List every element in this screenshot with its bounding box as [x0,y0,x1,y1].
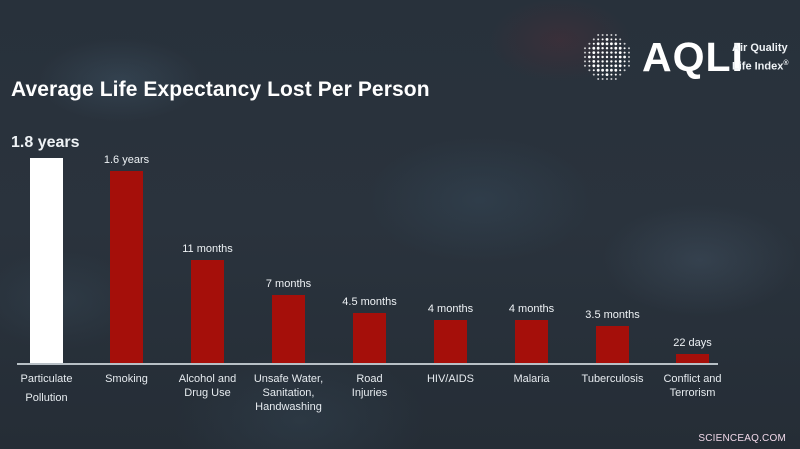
category-label: Road Injuries [351,373,388,399]
category-label: Tuberculosis [581,373,644,385]
bar-3 [272,295,305,363]
logo-subtitle-line2: Life Index® [732,60,789,73]
bar-0 [30,158,63,363]
bar-value-label: 1.6 years [103,154,150,166]
bar-2 [191,260,224,363]
bar-value-label: 3.5 months [585,309,640,321]
bar-7 [596,326,629,363]
category-label: Unsafe Water, Sanitation, Handwashing [253,373,324,413]
logo-subtitle-line1: Air Quality [732,42,788,54]
bar-4 [353,313,386,363]
bar-6 [515,320,548,363]
bar-value-label: 11 months [182,243,233,255]
bar-value-label: 4 months [427,303,474,315]
bar-1 [110,171,143,363]
bar-value-label: 7 months [265,278,312,290]
logo-subtitle: Air Quality Life Index® [732,41,789,75]
category-label: HIV/AIDS [426,373,475,385]
category-label: Smoking [105,373,148,385]
chart-title: Average Life Expectancy Lost Per Person [11,78,430,101]
bar-value-label: 1.8 years [11,134,80,151]
dotted-globe-icon [584,34,630,80]
x-axis-line [17,363,718,365]
watermark: SCIENCEAQ.COM [698,433,786,444]
bar-8 [676,354,709,363]
category-label: Particulate Pollution [20,373,73,404]
logo-wordmark: AQLI [642,34,744,80]
category-label: Alcohol and Drug Use [178,373,237,399]
category-label: Malaria [513,373,550,385]
bar-value-label: 4 months [508,303,555,315]
bar-value-label: 4.5 months [342,296,397,308]
bar-value-label: 22 days [673,337,712,349]
aqli-logo: AQLI Air Quality Life Index® [580,30,790,84]
bar-5 [434,320,467,363]
category-label: Conflict and Terrorism [663,373,722,399]
